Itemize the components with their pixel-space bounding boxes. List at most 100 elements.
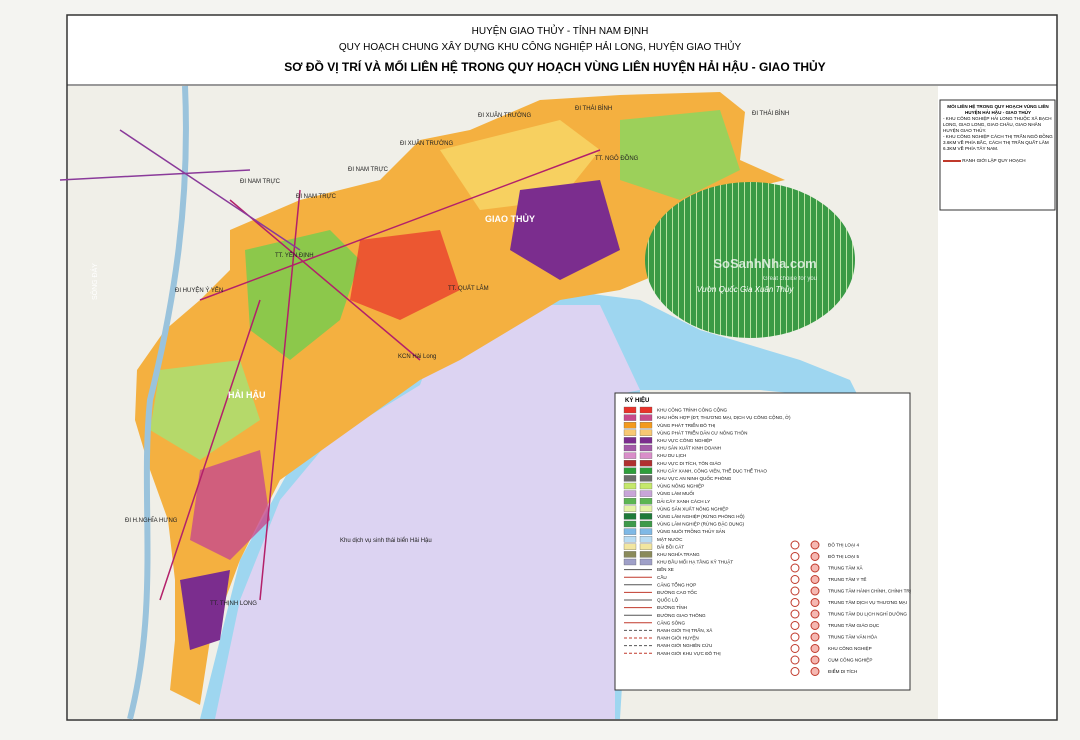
legend-label: KHU VỰC DI TÍCH, TÔN GIÁO	[657, 460, 721, 466]
legend-swatch	[623, 536, 637, 543]
legend-label: QUỐC LỘ	[657, 597, 679, 603]
side-note-boundary: RANH GIỚI LẬP QUY HOẠCH	[962, 157, 1026, 163]
legend-swatch	[623, 467, 637, 474]
place-label: SÔNG ĐÁY	[90, 263, 99, 300]
legend-label: KHU VỰC AN NINH QUỐC PHÒNG	[657, 475, 732, 481]
legend-symbol	[790, 563, 800, 573]
place-label: ĐI HUYỆN Ý YÊN	[175, 286, 223, 294]
legend-swatch	[639, 406, 653, 414]
legend-label: ĐIỂM DI TÍCH	[828, 668, 857, 674]
place-label: TT. THỊNH LONG	[210, 601, 257, 607]
place-label: ĐI XUÂN TRƯỜNG	[478, 112, 531, 119]
legend-label: VÙNG PHÁT TRIỂN ĐÔ THỊ	[657, 422, 715, 428]
legend-label: BÃI BỒI CÁT	[657, 543, 684, 549]
legend-label: MẶT NƯỚC	[657, 536, 683, 542]
legend-symbol	[790, 632, 800, 642]
place-label: ĐI XUÂN TRƯỜNG	[400, 140, 453, 147]
legend-label: VÙNG LÂM NGHIỆP (RỪNG ĐẶC DỤNG)	[657, 520, 745, 527]
watermark-sub: Great choice for you	[763, 276, 817, 282]
legend-symbol	[790, 644, 800, 653]
legend-label: TRUNG TÂM GIÁO DỤC	[828, 622, 880, 628]
place-label: ĐI THÁI BÌNH	[752, 110, 789, 117]
side-note-title: MỐI LIÊN HỆ TRONG QUY HOẠCH VÙNG LIÊN HU…	[947, 104, 1049, 115]
legend-swatch	[639, 551, 653, 558]
legend-symbol	[790, 655, 800, 665]
place-label: Khu dịch vụ sinh thái biển Hải Hậu	[340, 537, 432, 544]
legend-label: CẢNG SÔNG	[657, 619, 686, 625]
legend-symbol	[810, 644, 820, 653]
legend-label: KHU DU LỊCH	[657, 453, 686, 458]
legend-swatch	[623, 551, 637, 558]
legend-swatch	[639, 452, 653, 459]
side-note-text: MỐI LIÊN HỆ TRONG QUY HOẠCH VÙNG LIÊN HU…	[943, 104, 1053, 164]
legend-label: KHU CÔNG TRÌNH CÔNG CỘNG	[657, 407, 728, 413]
legend-swatch	[623, 528, 637, 535]
legend	[614, 392, 911, 691]
legend-swatch	[623, 422, 637, 429]
legend-swatch	[639, 467, 653, 474]
legend-label: VÙNG NÔNG NGHIỆP	[657, 482, 704, 489]
legend-symbol	[810, 598, 820, 607]
legend-label: KHU SẢN XUẤT KINH DOANH	[657, 445, 721, 451]
legend-swatch	[623, 406, 637, 414]
legend-swatch	[623, 520, 637, 528]
legend-swatch	[623, 475, 637, 482]
legend-swatch	[623, 543, 637, 550]
legend-title: KÝ HIỆU	[625, 396, 649, 404]
legend-swatch	[639, 475, 653, 482]
place-label: Vườn Quốc Gia Xuân Thủy	[697, 285, 795, 294]
header-line1: HUYỆN GIAO THỦY - TỈNH NAM ĐỊNH	[472, 24, 649, 37]
legend-label: KHU HỖN HỢP (ĐT, THƯƠNG MẠI, DỊCH VỤ CÔN…	[657, 414, 791, 420]
legend-label: VÙNG PHÁT TRIỂN DÂN CƯ NÔNG THÔN	[657, 429, 747, 435]
legend-symbol	[810, 552, 820, 561]
legend-symbol	[790, 667, 800, 676]
legend-label: CỤM CÔNG NGHIỆP	[828, 656, 872, 663]
legend-swatch	[639, 558, 653, 566]
legend-swatch	[639, 498, 653, 505]
legend-symbol	[810, 609, 820, 619]
legend-symbol	[790, 540, 800, 550]
legend-symbol	[810, 586, 820, 596]
legend-label: TRUNG TÂM XÃ	[828, 565, 864, 571]
header-line2: QUY HOẠCH CHUNG XÂY DỰNG KHU CÔNG NGHIỆP…	[339, 40, 742, 53]
legend-swatch	[639, 490, 653, 497]
header-line3: SƠ ĐỒ VỊ TRÍ VÀ MỐI LIÊN HỆ TRONG QUY HO…	[284, 59, 825, 74]
legend-symbol	[790, 575, 800, 584]
legend-label: RANH GIỚI NGHIÊN CỨU	[657, 641, 712, 648]
place-label: ĐI H.NGHĨA HƯNG	[125, 517, 178, 524]
legend-swatch	[639, 520, 653, 528]
legend-label: BẾN XE	[657, 566, 674, 572]
legend-swatch	[639, 437, 653, 444]
legend-label: ĐƯỜNG GIAO THÔNG	[657, 612, 706, 618]
legend-label: KHU CÂY XANH, CÔNG VIÊN, THỂ DỤC THỂ THA…	[657, 466, 767, 473]
legend-swatch	[623, 460, 637, 467]
legend-swatch	[639, 422, 653, 429]
legend-label: TRUNG TÂM Y TẾ	[828, 576, 866, 582]
legend-symbol	[790, 609, 800, 619]
legend-symbol	[790, 586, 800, 596]
national-park	[645, 182, 855, 338]
place-label: HẢI HẬU	[228, 389, 266, 400]
legend-swatch	[623, 414, 637, 421]
watermark: SoSanhNha.com	[713, 256, 816, 271]
legend-symbol	[810, 667, 820, 676]
legend-swatch	[639, 513, 653, 520]
legend-symbol	[810, 540, 820, 550]
legend-label: ĐƯỜNG CAO TỐC	[657, 589, 698, 595]
legend-label: ĐÔ THỊ LOẠI 4	[828, 542, 860, 548]
side-note	[939, 99, 1056, 211]
legend-swatch	[623, 498, 637, 505]
legend-label: KHU ĐẦU MỐI HẠ TẦNG KỸ THUẬT	[657, 559, 733, 565]
legend-symbol	[810, 632, 820, 642]
legend-label: DẢI CÂY XANH CÁCH LY	[657, 498, 710, 504]
legend-symbol	[790, 552, 800, 561]
legend-symbol	[810, 563, 820, 573]
legend-swatch	[639, 543, 653, 550]
legend-label: RANH GIỚI THỊ TRẤN, XÃ	[657, 627, 713, 633]
place-label: ĐI NAM TRỰC	[348, 167, 389, 173]
legend-label: KHU VỰC CÔNG NGHIỆP	[657, 436, 712, 443]
place-label: ĐI NAM TRỰC	[296, 194, 337, 200]
legend-label: ĐÔ THỊ LOẠI 5	[828, 553, 860, 559]
legend-symbol	[790, 598, 800, 607]
